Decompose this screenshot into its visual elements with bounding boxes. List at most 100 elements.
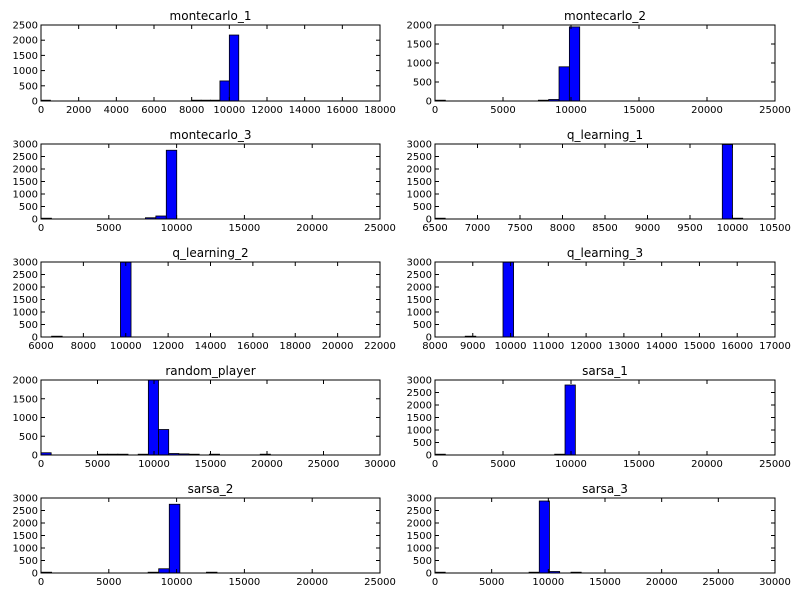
subplot-title: q_learning_1 <box>567 128 643 142</box>
x-tick-label: 15000 <box>228 577 260 588</box>
y-tick-label: 1500 <box>407 295 432 306</box>
y-tick-label: 0 <box>426 215 432 226</box>
y-tick-label: 2000 <box>407 519 432 530</box>
histogram-bar <box>568 26 581 102</box>
y-tick-label: 0 <box>426 451 432 462</box>
subplot-q_learning_1: 6500 7000 7500 8000 8500 9000 9500 10000 10500 0 5… <box>407 128 791 234</box>
subplot-sarsa_3: 0 5000 10000 15000 20000 25000 300000500100015… <box>407 482 791 588</box>
y-tick-label: 500 <box>413 78 432 89</box>
x-tick-label: 20000 <box>646 577 678 588</box>
x-tick-label: 30000 <box>364 459 396 470</box>
y-tick-label: 2000 <box>13 165 38 176</box>
y-tick-label: 500 <box>19 556 38 567</box>
y-tick-label: 0 <box>426 569 432 580</box>
subplot-title: q_learning_2 <box>172 246 248 260</box>
x-tick-label: 12000 <box>251 105 283 116</box>
x-tick-label: 18000 <box>364 105 396 116</box>
x-tick-label: 5000 <box>479 577 504 588</box>
y-tick-label: 1500 <box>407 177 432 188</box>
y-tick-label: 1500 <box>13 177 38 188</box>
y-tick-label: 1000 <box>13 413 38 424</box>
x-tick-label: 7000 <box>465 223 490 234</box>
y-tick-label: 2500 <box>407 506 432 517</box>
subplot-sarsa_2: 0 5000 10000 15000 20000 25000050010001500200… <box>13 482 396 588</box>
x-tick-label: 14000 <box>195 341 227 352</box>
x-tick-label: 8000 <box>71 341 96 352</box>
histogram-bar <box>558 66 570 102</box>
x-tick-label: 16000 <box>721 341 753 352</box>
y-tick-label: 1000 <box>13 190 38 201</box>
y-tick-label: 2500 <box>13 270 38 281</box>
x-tick-label: 5000 <box>96 223 121 234</box>
x-tick-label: 6500 <box>422 223 447 234</box>
histogram-bar <box>502 261 514 338</box>
x-tick-label: 0 <box>432 105 438 116</box>
y-tick-label: 500 <box>413 556 432 567</box>
x-tick-label: 12000 <box>570 341 602 352</box>
histogram-bar <box>158 429 170 456</box>
x-tick-label: 5000 <box>490 105 515 116</box>
x-tick-label: 10000 <box>717 223 749 234</box>
y-tick-label: 500 <box>19 81 38 92</box>
histogram-bar <box>538 500 550 574</box>
x-tick-label: 5000 <box>96 577 121 588</box>
y-tick-label: 2500 <box>13 506 38 517</box>
y-tick-label: 2500 <box>13 152 38 163</box>
x-tick-label: 9000 <box>460 341 485 352</box>
histogram-bar <box>721 144 733 220</box>
x-tick-label: 4000 <box>104 105 129 116</box>
y-tick-label: 2500 <box>407 152 432 163</box>
x-tick-label: 10000 <box>213 105 245 116</box>
x-tick-label: 10000 <box>161 577 193 588</box>
x-tick-label: 17000 <box>759 341 791 352</box>
y-tick-label: 3000 <box>407 140 432 151</box>
y-tick-label: 3000 <box>13 140 38 151</box>
y-tick-label: 3000 <box>407 258 432 269</box>
subplot-q_learning_3: 8000 9000 10000 11000 12000 13000 14000 15000 16… <box>407 246 791 352</box>
x-tick-label: 15000 <box>623 459 655 470</box>
x-tick-label: 25000 <box>364 577 396 588</box>
y-tick-label: 1000 <box>407 190 432 201</box>
y-tick-label: 0 <box>426 333 432 344</box>
subplot-title: sarsa_2 <box>188 482 234 496</box>
y-tick-label: 3000 <box>13 258 38 269</box>
subplot-title: montecarlo_1 <box>170 9 252 23</box>
y-tick-label: 500 <box>19 432 38 443</box>
y-tick-label: 0 <box>32 97 38 108</box>
x-tick-label: 18000 <box>279 341 311 352</box>
histogram-bar <box>228 34 240 102</box>
histogram-bar <box>120 261 132 338</box>
x-tick-label: 0 <box>38 459 44 470</box>
y-tick-label: 2500 <box>407 270 432 281</box>
y-tick-label: 500 <box>19 320 38 331</box>
y-tick-label: 1500 <box>407 531 432 542</box>
x-tick-label: 10000 <box>495 341 527 352</box>
x-tick-label: 5000 <box>490 459 515 470</box>
x-tick-label: 9500 <box>677 223 702 234</box>
histogram-bar <box>219 80 230 102</box>
y-tick-label: 1000 <box>407 426 432 437</box>
y-tick-label: 1000 <box>13 308 38 319</box>
y-tick-label: 0 <box>32 569 38 580</box>
y-tick-label: 3000 <box>13 494 38 505</box>
y-tick-label: 0 <box>32 451 38 462</box>
x-tick-label: 14000 <box>646 341 678 352</box>
x-tick-label: 10000 <box>161 223 193 234</box>
y-tick-label: 1500 <box>13 51 38 62</box>
histogram-bar <box>147 379 159 456</box>
x-tick-label: 0 <box>432 577 438 588</box>
x-tick-label: 20000 <box>251 459 283 470</box>
y-tick-label: 0 <box>426 97 432 108</box>
y-tick-label: 500 <box>19 202 38 213</box>
subplot-montecarlo_3: 0 5000 10000 15000 20000 25000050010001500200… <box>13 128 396 234</box>
y-tick-label: 1500 <box>407 413 432 424</box>
x-tick-label: 20000 <box>322 341 354 352</box>
y-tick-label: 2000 <box>407 165 432 176</box>
subplot-title: q_learning_3 <box>567 246 643 260</box>
y-tick-label: 1000 <box>13 544 38 555</box>
subplot-random_player: 0 5000 10000 15000 20000 25000 30000 0 500 1000 15… <box>13 364 396 470</box>
x-tick-label: 30000 <box>759 577 791 588</box>
x-tick-label: 10000 <box>555 459 587 470</box>
subplot-q_learning_2: 6000 8000 10000 12000 14000 16000 18000 20000 22… <box>13 246 396 352</box>
x-tick-label: 7500 <box>507 223 532 234</box>
